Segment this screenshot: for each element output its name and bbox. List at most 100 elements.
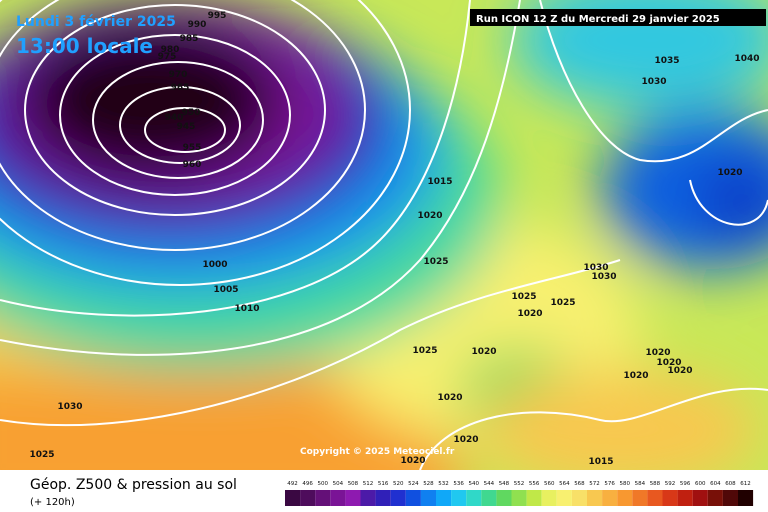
isobar-label: 1030 [591,272,616,282]
isobar-label: 940 [165,113,184,123]
legend-swatch [556,490,572,506]
time: 13:00 locale [16,34,153,58]
isobar-label: 1025 [412,346,437,356]
isobar-label: 1020 [400,456,425,466]
isobar-label: 1025 [511,292,536,302]
isobar-label: 1030 [57,402,82,412]
isobar-label: 1020 [623,371,648,381]
isobar-label: 1005 [213,285,238,295]
isobar-label: 1020 [417,211,442,221]
legend-swatch [451,490,467,506]
legend-label: 572 [589,481,600,487]
legend-swatch [707,490,723,506]
isobar-label: 955 [183,143,202,153]
legend-swatch [692,490,708,506]
isobar-label: 1035 [654,56,679,66]
legend-swatch [436,490,452,506]
isobar-label: 1040 [734,54,759,64]
isobar-label: 945 [177,122,196,132]
isobar-label: 1020 [517,309,542,319]
isobar-label: 1020 [453,435,478,445]
legend-label: 608 [725,481,736,487]
legend-swatch [300,490,316,506]
isobar-label: 1020 [471,347,496,357]
legend-swatch [526,490,542,506]
legend-swatch [466,490,482,506]
legend-label: 564 [559,481,570,487]
legend-swatch [722,490,738,506]
legend-swatch [285,490,301,506]
legend-label: 552 [514,481,525,487]
legend-label: 492 [287,481,298,487]
legend-swatch [738,490,754,506]
isobar-label: 1020 [656,358,681,368]
legend-label: 548 [499,481,510,487]
legend-label: 544 [484,481,495,487]
legend-swatch [345,490,361,506]
legend-label: 516 [378,481,389,487]
isobar-label: 1030 [583,263,608,273]
legend-label: 532 [438,481,449,487]
isobar-label: 965 [171,83,190,93]
legend-label: 540 [469,481,480,487]
isobar-label: 975 [158,52,177,62]
legend-label: 584 [635,481,646,487]
date: Lundi 3 février 2025 [16,14,176,30]
isobar-label: 960 [183,160,202,170]
isobar-label: 1015 [588,457,613,467]
isobar-label: 995 [208,11,227,21]
legend-swatch [481,490,497,506]
isobar-label: 1030 [641,77,666,87]
legend-swatch [587,490,603,506]
legend-swatch [390,490,406,506]
isobar-label: 1020 [667,366,692,376]
legend-swatch [375,490,391,506]
legend-label: 520 [393,481,404,487]
isobar-label: 1000 [202,260,227,270]
legend-label: 536 [453,481,464,487]
legend-label: 600 [695,481,706,487]
legend-swatch [315,490,331,506]
legend-label: 528 [423,481,434,487]
isobar-label: 950 [182,108,201,118]
isobar-label: 970 [169,70,188,80]
legend-label: 508 [348,481,359,487]
isobar-label: 985 [180,34,199,44]
legend-label: 596 [680,481,691,487]
legend-label: 588 [650,481,661,487]
footer-lead: (+ 120h) [30,497,75,508]
legend-swatch [677,490,693,506]
legend-swatch [602,490,618,506]
isobar-label: 1025 [29,450,54,460]
legend-swatch [511,490,527,506]
legend-label: 612 [740,481,751,487]
copyright: Copyright © 2025 Meteociel.fr [300,447,455,457]
isobar-label: 990 [188,20,207,30]
legend-swatch [617,490,633,506]
isobar-label: 1015 [427,177,452,187]
legend-label: 496 [302,481,313,487]
isobar-label: 1020 [717,168,742,178]
legend-label: 524 [408,481,419,487]
isobar-label: 1020 [645,348,670,358]
legend-label: 500 [318,481,329,487]
legend-label: 560 [544,481,555,487]
legend-label: 592 [665,481,676,487]
isobar-label: 1025 [550,298,575,308]
isobar-label: 1025 [423,257,448,267]
legend-swatch [571,490,587,506]
isobar-label: 1020 [437,393,462,403]
legend-swatch [541,490,557,506]
legend-swatch [496,490,512,506]
legend-swatch [330,490,346,506]
isobar-label: 1010 [234,304,259,314]
legend-swatch [647,490,663,506]
legend-label: 576 [604,481,615,487]
legend-label: 580 [620,481,631,487]
legend-label: 504 [333,481,344,487]
legend-swatch [420,490,436,506]
legend-label: 556 [529,481,540,487]
isobar-label: 980 [161,45,180,55]
